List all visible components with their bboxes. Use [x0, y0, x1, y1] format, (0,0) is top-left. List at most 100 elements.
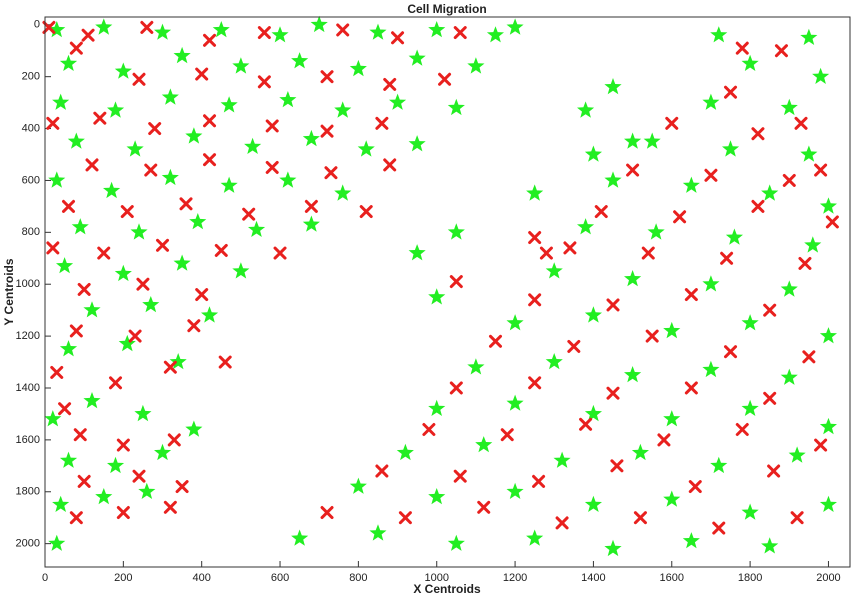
- x-stroke: [93, 111, 107, 125]
- x-point: [633, 511, 647, 525]
- x-tick-label: 600: [271, 572, 289, 584]
- star-point: [741, 503, 759, 520]
- x-point: [641, 246, 655, 260]
- y-tick-label: 1200: [16, 330, 40, 342]
- star-point: [624, 132, 642, 149]
- x-stroke: [273, 246, 287, 260]
- x-stroke: [665, 116, 679, 130]
- x-point: [814, 438, 828, 452]
- x-point: [751, 127, 765, 141]
- x-point: [383, 77, 397, 91]
- star-point: [83, 301, 101, 318]
- x-tick-label: 1200: [503, 572, 527, 584]
- x-stroke: [610, 459, 624, 473]
- x-point: [242, 207, 256, 221]
- star-point: [741, 314, 759, 331]
- star-point: [48, 21, 66, 38]
- x-point: [46, 116, 60, 130]
- star-point: [800, 145, 818, 162]
- star-point: [248, 220, 266, 237]
- x-point: [684, 288, 698, 302]
- x-stroke: [167, 433, 181, 447]
- star-point: [741, 54, 759, 71]
- x-stroke: [684, 381, 698, 395]
- star-point: [161, 168, 179, 186]
- x-point: [62, 199, 76, 213]
- x-stroke: [763, 303, 777, 317]
- x-stroke: [128, 329, 142, 343]
- star-point: [804, 236, 822, 253]
- star-point: [154, 23, 172, 40]
- x-stroke: [257, 26, 271, 40]
- x-stroke: [720, 251, 734, 265]
- x-point: [50, 365, 64, 379]
- x-stroke: [195, 288, 209, 302]
- x-tick-label: 1800: [738, 572, 762, 584]
- x-stroke: [763, 391, 777, 405]
- x-stroke: [375, 464, 389, 478]
- star-point: [467, 57, 485, 74]
- x-stroke: [528, 376, 542, 390]
- x-stroke: [449, 275, 463, 289]
- y-tick-label: 1800: [16, 486, 40, 498]
- x-stroke: [449, 381, 463, 395]
- star-point: [107, 101, 125, 118]
- x-point: [156, 238, 170, 252]
- x-point: [825, 215, 839, 229]
- star-point: [663, 490, 681, 507]
- x-stroke: [144, 163, 158, 177]
- y-tick-label: 800: [22, 226, 40, 238]
- y-tick-label: 1600: [16, 434, 40, 446]
- x-stroke: [645, 329, 659, 343]
- x-point: [320, 124, 334, 138]
- star-point: [486, 26, 504, 43]
- x-stroke: [62, 199, 76, 213]
- x-tick-label: 0: [42, 572, 48, 584]
- star-point: [220, 176, 238, 193]
- x-point: [324, 166, 338, 180]
- x-point: [320, 70, 334, 84]
- x-stroke: [46, 241, 60, 255]
- x-stroke: [500, 428, 514, 442]
- x-stroke: [77, 282, 91, 296]
- star-point: [428, 21, 446, 38]
- x-stroke: [555, 516, 569, 530]
- x-stroke: [242, 207, 256, 221]
- x-point: [794, 116, 808, 130]
- x-point: [688, 480, 702, 494]
- x-point: [336, 23, 350, 37]
- star-point: [447, 98, 465, 116]
- x-point: [265, 119, 279, 133]
- x-point: [626, 163, 640, 177]
- x-stroke: [673, 210, 687, 224]
- star-point: [526, 184, 544, 201]
- x-point: [488, 334, 502, 348]
- x-point: [477, 500, 491, 514]
- y-tick-label: 200: [22, 71, 40, 83]
- x-stroke: [116, 506, 130, 520]
- star-point: [710, 26, 728, 43]
- x-point: [179, 197, 193, 211]
- x-point: [724, 85, 738, 99]
- x-point: [136, 277, 150, 291]
- y-tick-label: 0: [34, 19, 40, 31]
- y-tick-label: 1000: [16, 278, 40, 290]
- x-stroke: [265, 160, 279, 174]
- x-point: [116, 506, 130, 520]
- x-tick-label: 2000: [816, 572, 840, 584]
- x-stroke: [77, 474, 91, 488]
- x-stroke: [391, 31, 405, 45]
- x-point: [148, 122, 162, 136]
- x-stroke: [73, 428, 87, 442]
- x-point: [528, 293, 542, 307]
- x-point: [673, 210, 687, 224]
- star-point: [349, 477, 367, 494]
- x-stroke: [383, 77, 397, 91]
- x-stroke: [50, 365, 64, 379]
- x-point: [735, 423, 749, 436]
- plot-frame: [44, 16, 851, 568]
- star-point: [396, 443, 414, 461]
- star-point: [647, 223, 665, 240]
- x-point: [73, 428, 87, 442]
